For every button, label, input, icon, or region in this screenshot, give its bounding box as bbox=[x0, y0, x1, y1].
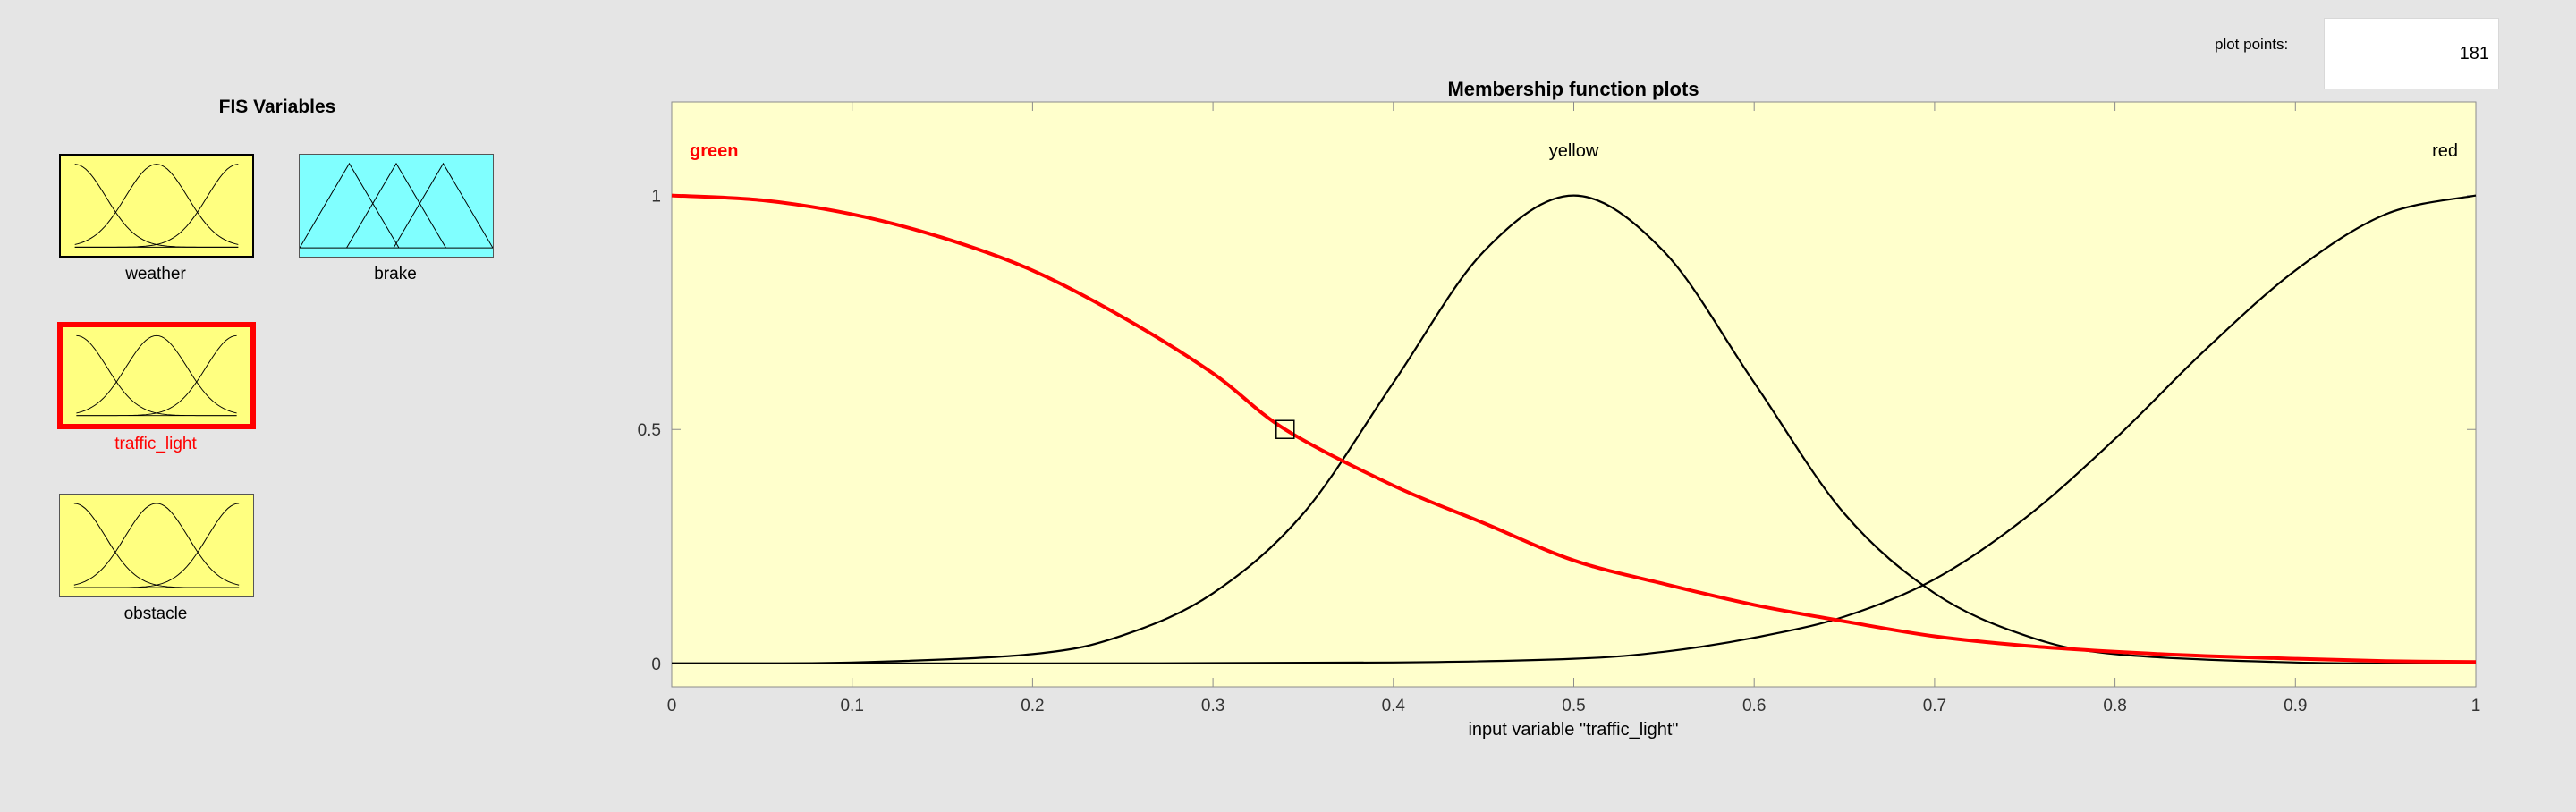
y-tick-label: 0.5 bbox=[638, 421, 661, 440]
x-tick-label: 0.4 bbox=[1382, 697, 1406, 715]
y-tick-label: 1 bbox=[651, 188, 661, 207]
x-tick-label: 0.5 bbox=[1562, 697, 1585, 715]
variable-label-brake: brake bbox=[374, 265, 417, 283]
thumb-mf-triangle-0 bbox=[300, 162, 400, 249]
thumb-mf-curve-1 bbox=[76, 334, 237, 414]
variable-box-brake[interactable] bbox=[299, 154, 494, 258]
variable-box-traffic-light[interactable] bbox=[57, 322, 256, 429]
thumb-mf-curve-1 bbox=[73, 503, 240, 586]
variable-box-weather[interactable] bbox=[59, 154, 254, 258]
x-tick-label: 1 bbox=[2471, 697, 2481, 715]
variable-label-obstacle: obstacle bbox=[123, 605, 188, 623]
mf-curve-red[interactable] bbox=[671, 194, 2477, 664]
x-tick-label: 0 bbox=[667, 697, 677, 715]
x-tick-label: 0.3 bbox=[1201, 697, 1224, 715]
plot-points-input[interactable] bbox=[2324, 18, 2499, 89]
variable-box-obstacle[interactable] bbox=[59, 494, 254, 597]
mf-thumbnail-icon bbox=[74, 164, 239, 248]
fis-variables-title: FIS Variables bbox=[218, 97, 336, 117]
mf-label-red[interactable]: red bbox=[2432, 141, 2458, 161]
thumb-mf-triangle-2 bbox=[393, 162, 493, 249]
x-tick-label: 0.8 bbox=[2103, 697, 2126, 715]
x-tick-label: 0.6 bbox=[1742, 697, 1766, 715]
x-tick-label: 0.1 bbox=[840, 697, 863, 715]
plot-area[interactable] bbox=[671, 101, 2477, 688]
mf-thumbnail-icon bbox=[76, 334, 237, 417]
x-tick-label: 0.7 bbox=[1923, 697, 1946, 715]
plot-title: Membership function plots bbox=[1447, 78, 1699, 100]
y-tick-label: 0 bbox=[651, 656, 661, 674]
mf-thumbnail-icon bbox=[73, 503, 240, 588]
mf-label-yellow[interactable]: yellow bbox=[1549, 141, 1599, 161]
x-tick-label: 0.2 bbox=[1021, 697, 1044, 715]
thumb-mf-triangle-1 bbox=[346, 162, 446, 249]
mf-label-green[interactable]: green bbox=[690, 141, 738, 161]
thumb-mf-curve-1 bbox=[74, 164, 239, 245]
variable-label-traffic-light: traffic_light bbox=[114, 435, 197, 453]
mf-curve-green[interactable] bbox=[671, 193, 2477, 664]
variable-label-weather: weather bbox=[125, 265, 186, 283]
selection-marker[interactable] bbox=[1275, 419, 1295, 439]
x-axis-label: input variable "traffic_light" bbox=[1468, 720, 1678, 740]
x-tick-label: 0.9 bbox=[2284, 697, 2307, 715]
mf-thumbnail-icon bbox=[300, 162, 493, 249]
plot-points-label: plot points: bbox=[2215, 36, 2289, 53]
